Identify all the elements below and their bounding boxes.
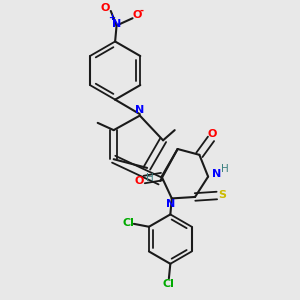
Text: S: S [218,190,226,200]
Text: O: O [132,10,142,20]
Text: Cl: Cl [163,279,175,289]
Text: H: H [146,173,154,183]
Text: +: + [108,13,115,22]
Text: N: N [112,19,121,29]
Text: O: O [208,129,217,139]
Text: H: H [221,164,229,174]
Text: N: N [135,105,145,115]
Text: Cl: Cl [123,218,134,228]
Text: N: N [166,199,175,208]
Text: -: - [140,6,144,16]
Text: O: O [101,3,110,13]
Text: N: N [212,169,221,179]
Text: O: O [134,176,144,186]
